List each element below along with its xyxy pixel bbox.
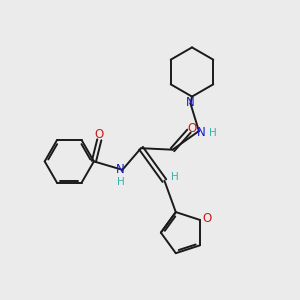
Text: H: H xyxy=(209,128,217,138)
Text: O: O xyxy=(203,212,212,225)
Text: H: H xyxy=(171,172,179,182)
Text: O: O xyxy=(94,128,103,141)
Text: O: O xyxy=(188,122,196,135)
Text: H: H xyxy=(117,177,125,188)
Text: N: N xyxy=(186,96,195,109)
Text: N: N xyxy=(196,126,206,139)
Text: N: N xyxy=(116,163,125,176)
